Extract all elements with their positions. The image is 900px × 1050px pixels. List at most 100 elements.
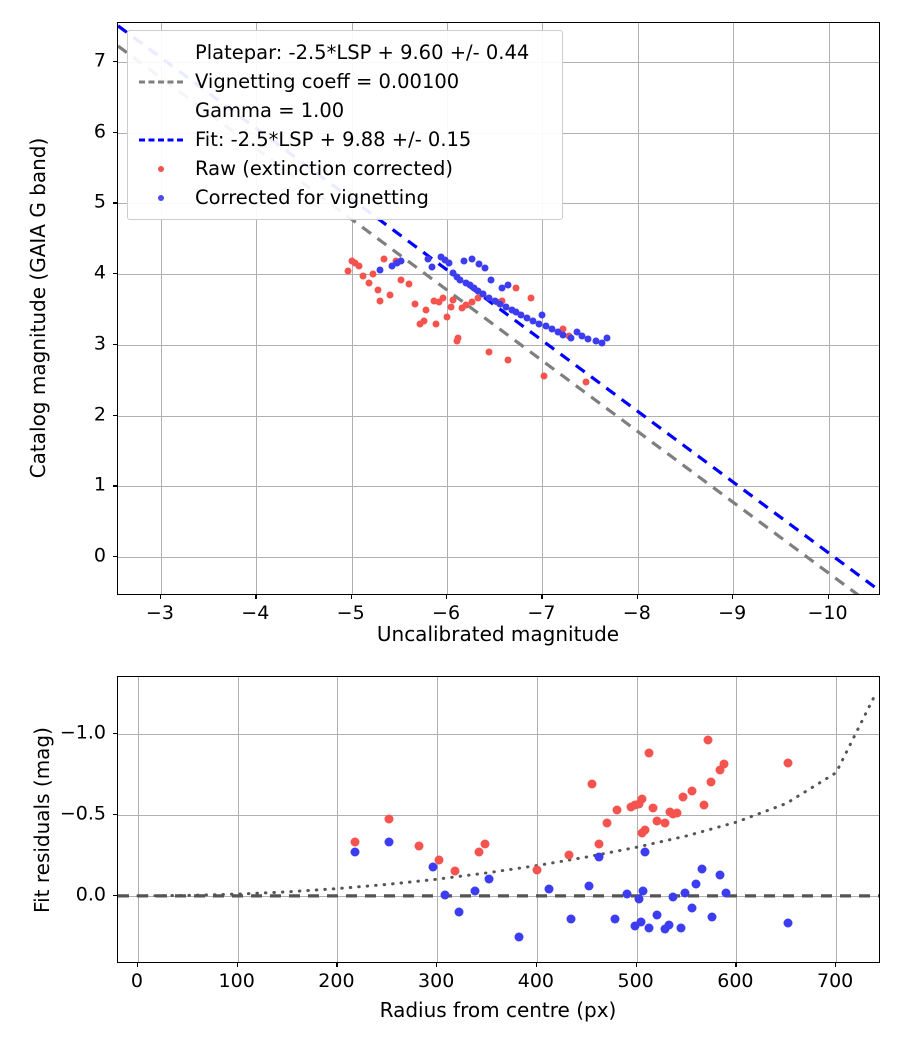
data-point (554, 328, 562, 336)
x-axis-tick (535, 963, 538, 967)
data-point (498, 284, 506, 292)
x-axis-tick-label: −6 (432, 602, 461, 624)
data-point (466, 281, 474, 289)
data-point (447, 303, 455, 311)
data-point (468, 298, 476, 306)
data-point (573, 328, 581, 336)
data-point (512, 284, 520, 292)
legend-key-empty (137, 43, 185, 63)
legend-entry-label: Vignetting coeff = 0.00100 (195, 69, 460, 93)
x-axis-tick (136, 963, 139, 967)
x-axis-tick-label: 300 (418, 970, 455, 992)
plot-line (136, 691, 878, 898)
x-axis-tick (159, 595, 162, 599)
x-axis-tick (236, 963, 238, 967)
gridline-vertical (736, 677, 738, 962)
data-point (678, 792, 688, 802)
legend-entry-label: Corrected for vignetting (195, 185, 429, 209)
data-point (397, 257, 405, 265)
data-point (475, 260, 483, 268)
gridline-horizontal (118, 895, 879, 897)
legend-key-red-marker (137, 159, 185, 179)
data-point (630, 921, 640, 931)
x-axis-tick (336, 963, 338, 967)
y-axis-tick-label: 4 (93, 261, 106, 284)
gridline-horizontal (118, 557, 879, 559)
data-point (376, 297, 384, 305)
data-point (644, 923, 654, 933)
y-axis-tick-label: 6 (93, 120, 106, 143)
data-point (512, 308, 520, 316)
x-axis-tick-label: −3 (145, 602, 174, 624)
data-point (474, 294, 482, 302)
y-axis-tick (113, 813, 117, 816)
y-axis-tick (113, 343, 117, 346)
data-point (715, 870, 725, 880)
data-point (594, 852, 604, 862)
data-point (602, 818, 612, 828)
data-point (532, 865, 542, 875)
gridline-vertical (137, 677, 139, 962)
y-axis-tick (113, 556, 117, 558)
data-point (450, 866, 460, 876)
data-point (691, 879, 701, 889)
legend-entry: Vignetting coeff = 0.00100 (137, 67, 551, 96)
model-lines-layer (118, 691, 879, 898)
data-point (393, 259, 401, 267)
data-point (435, 298, 443, 306)
data-point (703, 735, 713, 745)
gridline-vertical (637, 23, 639, 594)
legend-key-empty (137, 101, 185, 121)
x-axis-tick (255, 595, 257, 599)
data-point (416, 320, 424, 328)
y-axis-tick (113, 131, 117, 133)
data-point (468, 255, 476, 263)
y-axis-tick (113, 60, 117, 63)
data-point (783, 758, 793, 768)
data-point (535, 320, 543, 328)
legend-key-dashed-blue-line (137, 130, 185, 150)
data-point (610, 914, 620, 924)
data-point (504, 356, 512, 364)
data-point (584, 881, 594, 891)
bottom-plot-area (118, 677, 879, 962)
data-point (697, 864, 707, 874)
x-axis-tick (436, 963, 438, 967)
data-point (652, 816, 662, 826)
data-point (484, 874, 494, 884)
data-point (529, 317, 537, 325)
data-point (411, 300, 419, 308)
legend-entry: Platepar: -2.5*LSP + 9.60 +/- 0.44 (137, 38, 551, 67)
gridline-vertical (237, 677, 239, 962)
data-point (636, 917, 646, 927)
x-axis-tick-label: −10 (807, 602, 848, 624)
data-point (462, 301, 470, 309)
data-point (405, 280, 413, 288)
data-point (582, 378, 590, 386)
data-point (453, 273, 461, 281)
data-point (612, 805, 622, 815)
x-axis-tick-label: −7 (527, 602, 556, 624)
data-point (592, 337, 600, 345)
data-point (687, 786, 697, 796)
gridline-horizontal (118, 486, 879, 488)
data-point (527, 294, 535, 302)
x-axis-tick (446, 595, 448, 599)
legend-key-blue-marker (137, 188, 185, 208)
data-point (344, 267, 352, 275)
data-point (578, 332, 586, 340)
x-axis-tick-label: 0 (130, 970, 143, 992)
x-axis-tick-label: −8 (622, 602, 651, 624)
data-point (660, 924, 670, 934)
gridline-vertical (836, 677, 838, 962)
data-point (428, 862, 438, 872)
marker-swatch (158, 165, 164, 172)
y-axis-tick-label: 2 (93, 403, 106, 426)
top-y-axis-label: Catalog magnitude (GAIA G band) (26, 137, 50, 479)
data-point (350, 837, 360, 847)
y-axis-tick-label: −1.0 (59, 721, 106, 744)
marker-swatch (158, 194, 164, 201)
legend-key-dashed-gray-line (137, 72, 185, 92)
y-axis-tick-label: 7 (93, 49, 106, 72)
data-point (355, 262, 363, 270)
